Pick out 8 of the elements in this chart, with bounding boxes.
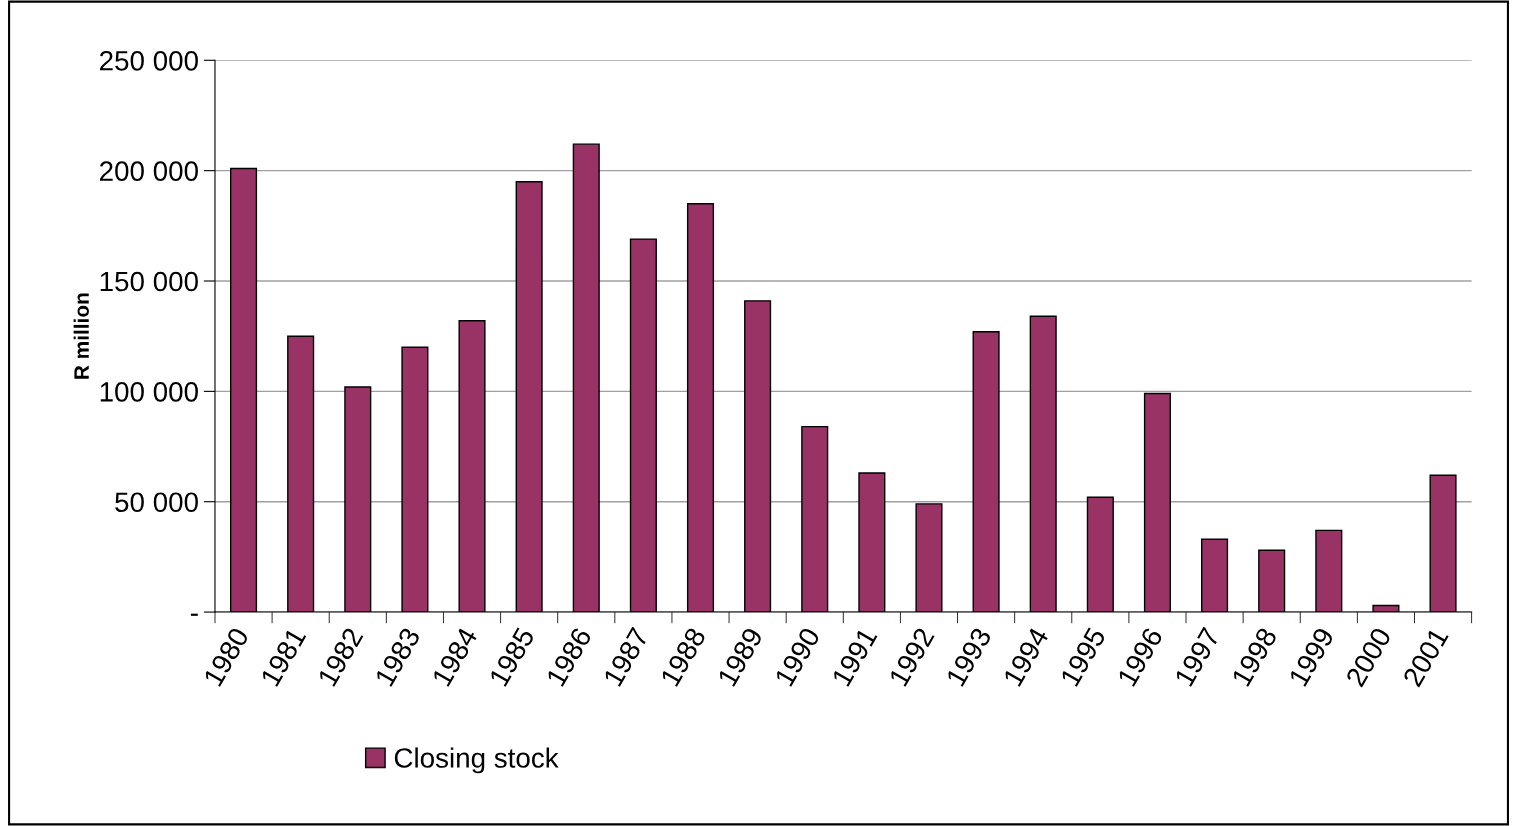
y-tick-label: 150 000 xyxy=(100,271,198,292)
y-tick-label: - xyxy=(191,613,198,616)
y-tick-label: 100 000 xyxy=(100,382,198,402)
y-axis-title: R million xyxy=(73,293,89,379)
legend-label: Closing stock xyxy=(394,747,559,774)
y-tick-label: 200 000 xyxy=(100,161,198,181)
y-tick-label: 50 000 xyxy=(115,492,198,513)
y-tick-label: 250 000 xyxy=(100,50,198,71)
